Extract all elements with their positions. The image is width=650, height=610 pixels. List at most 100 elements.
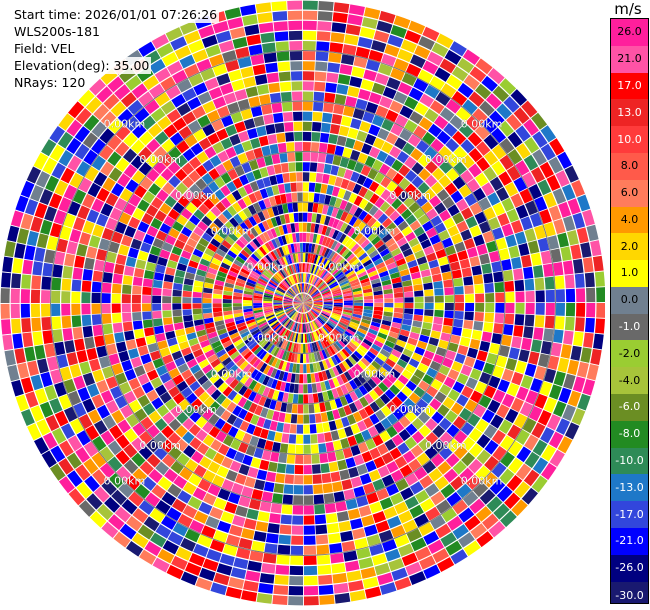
velocity-cell [283, 267, 289, 277]
velocity-cell [251, 489, 263, 500]
velocity-cell [114, 395, 128, 409]
velocity-cell [282, 340, 289, 350]
velocity-cell [390, 271, 400, 280]
velocity-cell [216, 73, 231, 86]
velocity-cell [424, 446, 438, 460]
velocity-cell [437, 557, 455, 573]
velocity-cell [143, 270, 155, 280]
velocity-cell [41, 276, 52, 290]
velocity-cell [491, 429, 506, 445]
velocity-cell [114, 263, 125, 275]
velocity-cell [202, 123, 216, 137]
velocity-cell [267, 240, 276, 250]
velocity-cell [315, 51, 329, 62]
velocity-cell [391, 322, 402, 329]
velocity-cell [280, 316, 289, 325]
velocity-cell [309, 343, 314, 353]
colorbar-segment [611, 179, 648, 207]
velocity-cell [348, 341, 358, 350]
velocity-cell [296, 172, 303, 182]
velocity-cell [217, 520, 232, 533]
velocity-cell [459, 258, 471, 269]
velocity-cell [165, 330, 176, 340]
velocity-cell [364, 335, 375, 343]
velocity-cell [287, 309, 295, 316]
velocity-cell [185, 272, 196, 280]
velocity-cell [534, 315, 545, 328]
velocity-cell [447, 342, 459, 353]
velocity-cell [263, 303, 273, 306]
velocity-cell [311, 254, 316, 264]
velocity-cell [318, 328, 325, 338]
velocity-cell [371, 282, 382, 288]
velocity-cell [450, 190, 464, 204]
velocity-cell [362, 284, 372, 291]
velocity-cell [354, 363, 364, 373]
velocity-cell [311, 454, 320, 464]
velocity-cell [344, 213, 353, 224]
velocity-cell [189, 232, 201, 243]
velocity-cell [313, 277, 320, 286]
velocity-cell [307, 323, 311, 333]
velocity-cell [293, 300, 303, 303]
velocity-cell [227, 17, 244, 30]
velocity-cell [101, 293, 111, 303]
velocity-cell [306, 333, 310, 343]
velocity-cell [303, 232, 307, 242]
velocity-cell [362, 111, 375, 124]
velocity-cell [293, 121, 303, 131]
velocity-cell [303, 454, 312, 464]
velocity-cell [319, 269, 327, 278]
velocity-cell [288, 30, 303, 41]
velocity-cell [273, 483, 284, 494]
colorbar-segment [611, 19, 648, 47]
velocity-cell [461, 436, 476, 451]
velocity-cell [342, 311, 352, 316]
velocity-cell [515, 291, 525, 303]
velocity-cell [333, 306, 343, 310]
velocity-cell [68, 390, 82, 406]
velocity-cell [274, 401, 282, 412]
velocity-cell [422, 60, 439, 75]
velocity-cell [195, 178, 207, 190]
velocity-cell [290, 342, 295, 352]
velocity-cell [227, 168, 239, 181]
velocity-cell [122, 312, 132, 322]
velocity-cell [283, 329, 289, 339]
velocity-cell [582, 257, 594, 273]
velocity-cell [306, 222, 312, 233]
velocity-cell [447, 515, 463, 531]
velocity-cell [201, 232, 213, 243]
velocity-cell [139, 430, 153, 445]
velocity-cell [301, 303, 303, 313]
velocity-cell [463, 238, 476, 250]
velocity-cell [173, 475, 188, 489]
velocity-cell [194, 274, 205, 282]
velocity-cell [479, 340, 491, 352]
colorbar-segment [611, 447, 648, 475]
velocity-cell [468, 428, 483, 442]
velocity-cell [432, 425, 446, 438]
velocity-cell [334, 94, 347, 105]
velocity-cell [294, 263, 299, 273]
velocity-cell [346, 570, 362, 582]
velocity-cell [303, 303, 313, 305]
velocity-cell [404, 308, 414, 315]
velocity-cell [537, 237, 550, 252]
velocity-cell [408, 458, 422, 472]
velocity-cell [350, 171, 360, 183]
velocity-cell [294, 131, 303, 142]
velocity-cell [270, 368, 278, 378]
velocity-cell [303, 303, 313, 304]
velocity-cell [306, 373, 312, 384]
velocity-cell [78, 89, 95, 107]
velocity-cell [67, 470, 83, 487]
velocity-cell [303, 596, 319, 606]
velocity-cell [202, 344, 213, 354]
velocity-cell [434, 391, 447, 404]
velocity-cell [203, 396, 215, 408]
velocity-cell [457, 82, 474, 98]
velocity-cell [232, 515, 246, 527]
velocity-cell [414, 308, 424, 316]
velocity-cell [146, 439, 160, 453]
